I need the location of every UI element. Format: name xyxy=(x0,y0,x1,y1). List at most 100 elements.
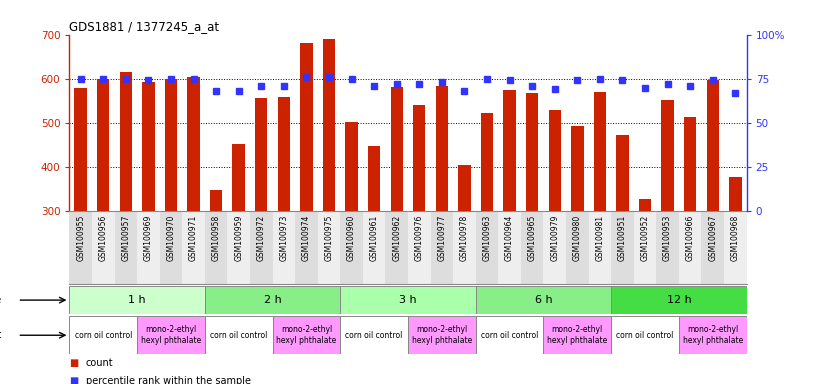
Text: ■: ■ xyxy=(69,358,78,368)
Text: GSM100970: GSM100970 xyxy=(166,215,175,261)
Bar xyxy=(588,211,611,284)
Text: corn oil control: corn oil control xyxy=(210,331,268,340)
Text: 3 h: 3 h xyxy=(399,295,417,305)
Bar xyxy=(499,211,521,284)
Text: GSM100952: GSM100952 xyxy=(641,215,650,261)
Text: time: time xyxy=(0,295,2,305)
Bar xyxy=(368,146,380,211)
Text: count: count xyxy=(86,358,113,368)
Bar xyxy=(548,110,561,211)
Text: GSM100979: GSM100979 xyxy=(550,215,559,261)
Bar xyxy=(137,316,205,354)
Bar xyxy=(295,211,317,284)
Text: GSM100981: GSM100981 xyxy=(596,215,605,261)
Bar xyxy=(634,211,656,284)
Text: GSM100965: GSM100965 xyxy=(528,215,537,261)
Text: GSM100980: GSM100980 xyxy=(573,215,582,261)
Bar xyxy=(566,211,588,284)
Bar xyxy=(188,76,200,211)
Bar xyxy=(340,286,476,314)
Bar xyxy=(165,79,177,211)
Bar xyxy=(707,80,719,211)
Text: GSM100955: GSM100955 xyxy=(76,215,85,261)
Bar xyxy=(250,211,273,284)
Text: agent: agent xyxy=(0,330,2,340)
Bar xyxy=(453,211,476,284)
Bar xyxy=(724,211,747,284)
Text: mono-2-ethyl
hexyl phthalate: mono-2-ethyl hexyl phthalate xyxy=(277,325,336,345)
Bar xyxy=(431,211,453,284)
Bar xyxy=(323,38,335,211)
Text: mono-2-ethyl
hexyl phthalate: mono-2-ethyl hexyl phthalate xyxy=(683,325,743,345)
Text: mono-2-ethyl
hexyl phthalate: mono-2-ethyl hexyl phthalate xyxy=(141,325,201,345)
Text: GDS1881 / 1377245_a_at: GDS1881 / 1377245_a_at xyxy=(69,20,220,33)
Text: ■: ■ xyxy=(69,376,78,384)
Bar xyxy=(730,177,742,211)
Bar xyxy=(408,211,431,284)
Bar xyxy=(639,199,651,211)
Bar xyxy=(363,211,385,284)
Bar xyxy=(611,211,634,284)
Bar xyxy=(205,316,273,354)
Bar xyxy=(656,211,679,284)
Bar xyxy=(611,316,679,354)
Bar xyxy=(120,72,132,211)
Bar xyxy=(571,126,583,211)
Bar xyxy=(205,286,340,314)
Text: 2 h: 2 h xyxy=(264,295,282,305)
Bar xyxy=(543,211,566,284)
Bar xyxy=(413,105,425,211)
Bar xyxy=(205,211,228,284)
Bar xyxy=(69,316,137,354)
Bar xyxy=(616,135,628,211)
Bar xyxy=(459,165,471,211)
Bar xyxy=(92,211,114,284)
Bar xyxy=(526,93,539,211)
Bar xyxy=(679,316,747,354)
Text: GSM100969: GSM100969 xyxy=(144,215,153,261)
Bar xyxy=(160,211,182,284)
Bar xyxy=(137,211,160,284)
Text: GSM100961: GSM100961 xyxy=(370,215,379,261)
Text: GSM100962: GSM100962 xyxy=(392,215,401,261)
Text: GSM100963: GSM100963 xyxy=(482,215,491,261)
Text: GSM100957: GSM100957 xyxy=(122,215,131,261)
Bar xyxy=(277,97,290,211)
Bar xyxy=(476,316,543,354)
Bar xyxy=(345,122,357,211)
Text: GSM100974: GSM100974 xyxy=(302,215,311,261)
Text: GSM100968: GSM100968 xyxy=(731,215,740,261)
Bar xyxy=(385,211,408,284)
Bar xyxy=(702,211,724,284)
Text: mono-2-ethyl
hexyl phthalate: mono-2-ethyl hexyl phthalate xyxy=(548,325,607,345)
Bar xyxy=(300,43,313,211)
Text: GSM100976: GSM100976 xyxy=(415,215,424,261)
Bar xyxy=(142,82,154,211)
Bar xyxy=(679,211,702,284)
Bar xyxy=(503,90,516,211)
Bar xyxy=(662,100,674,211)
Text: corn oil control: corn oil control xyxy=(345,331,403,340)
Text: 12 h: 12 h xyxy=(667,295,691,305)
Text: GSM100953: GSM100953 xyxy=(663,215,672,261)
Bar xyxy=(69,211,92,284)
Text: GSM100951: GSM100951 xyxy=(618,215,627,261)
Bar xyxy=(436,86,448,211)
Text: 1 h: 1 h xyxy=(128,295,146,305)
Text: corn oil control: corn oil control xyxy=(74,331,132,340)
Bar xyxy=(69,286,205,314)
Text: 6 h: 6 h xyxy=(534,295,552,305)
Text: GSM100964: GSM100964 xyxy=(505,215,514,261)
Text: corn oil control: corn oil control xyxy=(481,331,539,340)
Bar xyxy=(391,87,403,211)
Text: GSM100971: GSM100971 xyxy=(189,215,198,261)
Bar xyxy=(210,190,222,211)
Bar xyxy=(476,286,611,314)
Bar xyxy=(228,211,250,284)
Text: GSM100958: GSM100958 xyxy=(211,215,220,261)
Text: mono-2-ethyl
hexyl phthalate: mono-2-ethyl hexyl phthalate xyxy=(412,325,472,345)
Bar xyxy=(182,211,205,284)
Bar xyxy=(255,98,268,211)
Text: GSM100978: GSM100978 xyxy=(460,215,469,261)
Text: GSM100967: GSM100967 xyxy=(708,215,717,261)
